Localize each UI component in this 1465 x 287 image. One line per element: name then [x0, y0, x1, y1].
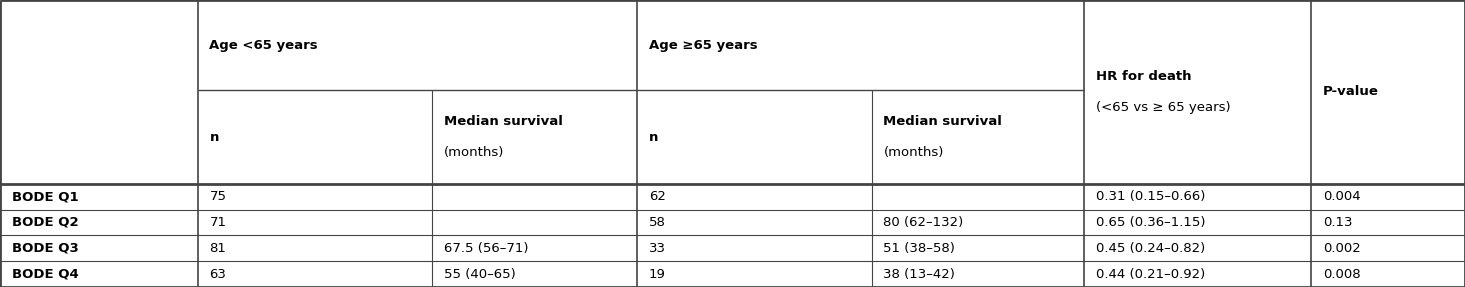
Text: 0.65 (0.36–1.15): 0.65 (0.36–1.15) — [1096, 216, 1206, 229]
Text: (months): (months) — [883, 146, 943, 159]
Text: BODE Q2: BODE Q2 — [12, 216, 78, 229]
Text: 80 (62–132): 80 (62–132) — [883, 216, 964, 229]
Text: 0.002: 0.002 — [1323, 242, 1361, 255]
Text: (<65 vs ≥ 65 years): (<65 vs ≥ 65 years) — [1096, 101, 1231, 114]
Text: (months): (months) — [444, 146, 504, 159]
Text: 33: 33 — [649, 242, 667, 255]
Text: BODE Q1: BODE Q1 — [12, 190, 78, 203]
Text: 71: 71 — [209, 216, 227, 229]
Text: 63: 63 — [209, 267, 227, 281]
Text: 0.44 (0.21–0.92): 0.44 (0.21–0.92) — [1096, 267, 1206, 281]
Text: 0.45 (0.24–0.82): 0.45 (0.24–0.82) — [1096, 242, 1206, 255]
Text: BODE Q3: BODE Q3 — [12, 242, 79, 255]
Text: 0.13: 0.13 — [1323, 216, 1352, 229]
Text: 58: 58 — [649, 216, 667, 229]
Text: 51 (38–58): 51 (38–58) — [883, 242, 955, 255]
Text: Age <65 years: Age <65 years — [209, 39, 318, 52]
Text: HR for death: HR for death — [1096, 69, 1191, 83]
Text: n: n — [649, 131, 658, 144]
Text: P-value: P-value — [1323, 85, 1379, 98]
Text: n: n — [209, 131, 218, 144]
Text: Age ≥65 years: Age ≥65 years — [649, 39, 757, 52]
Text: Median survival: Median survival — [444, 115, 563, 128]
Text: Median survival: Median survival — [883, 115, 1002, 128]
Text: 19: 19 — [649, 267, 667, 281]
Text: 55 (40–65): 55 (40–65) — [444, 267, 516, 281]
Text: BODE Q4: BODE Q4 — [12, 267, 79, 281]
Text: 0.31 (0.15–0.66): 0.31 (0.15–0.66) — [1096, 190, 1206, 203]
Text: 0.004: 0.004 — [1323, 190, 1361, 203]
Text: 81: 81 — [209, 242, 227, 255]
Text: 38 (13–42): 38 (13–42) — [883, 267, 955, 281]
Text: 75: 75 — [209, 190, 227, 203]
Text: 0.008: 0.008 — [1323, 267, 1361, 281]
Text: 67.5 (56–71): 67.5 (56–71) — [444, 242, 529, 255]
Text: 62: 62 — [649, 190, 667, 203]
